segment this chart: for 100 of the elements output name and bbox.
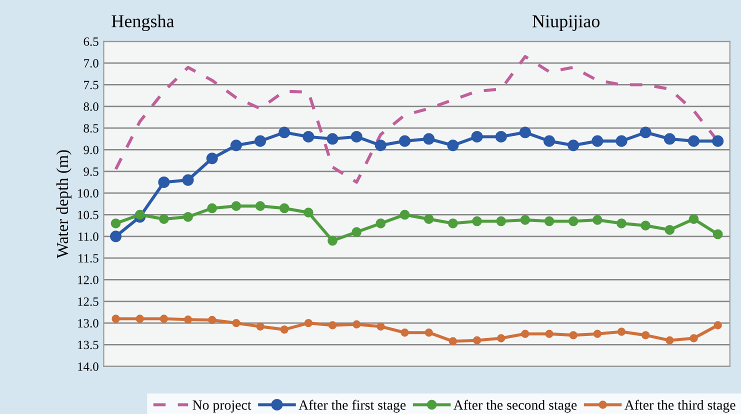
point bbox=[448, 218, 458, 228]
y-tick-label: 8.5 bbox=[84, 124, 98, 133]
y-tick-label: 12.5 bbox=[78, 297, 98, 306]
point bbox=[182, 174, 194, 186]
point bbox=[374, 140, 386, 152]
point bbox=[110, 230, 122, 242]
y-tick-label: 11.0 bbox=[78, 232, 98, 241]
y-tick-label: 9.0 bbox=[84, 146, 98, 154]
point bbox=[207, 203, 218, 214]
text: Hengsha bbox=[112, 14, 174, 32]
point bbox=[256, 322, 264, 331]
y-tick-label: 10.5 bbox=[78, 210, 98, 220]
point bbox=[569, 331, 578, 340]
legend-label: After the third stage bbox=[624, 400, 736, 413]
point bbox=[616, 218, 626, 228]
point bbox=[208, 316, 216, 324]
point bbox=[666, 336, 674, 344]
point bbox=[400, 328, 409, 337]
point bbox=[160, 314, 168, 323]
point bbox=[232, 318, 240, 328]
point bbox=[424, 328, 433, 337]
point bbox=[423, 133, 435, 145]
point bbox=[617, 328, 626, 336]
y-tick-label: 7.0 bbox=[84, 59, 98, 68]
point bbox=[376, 322, 385, 331]
point bbox=[352, 320, 361, 328]
point bbox=[712, 135, 724, 147]
point bbox=[352, 227, 362, 237]
y-tick-label: 7.5 bbox=[84, 80, 98, 90]
point bbox=[183, 212, 193, 222]
point bbox=[521, 330, 530, 338]
point bbox=[712, 229, 723, 240]
point bbox=[255, 201, 266, 211]
y-tick-label: 6.5 bbox=[84, 37, 98, 46]
point bbox=[714, 321, 722, 330]
point bbox=[497, 334, 506, 342]
point bbox=[399, 135, 411, 147]
point bbox=[134, 210, 145, 220]
point bbox=[136, 314, 144, 323]
point bbox=[110, 218, 121, 228]
point bbox=[688, 135, 700, 147]
point bbox=[688, 214, 699, 224]
point bbox=[304, 208, 314, 218]
point bbox=[592, 135, 604, 147]
point bbox=[280, 325, 288, 334]
point bbox=[254, 135, 266, 147]
point bbox=[520, 214, 530, 225]
point bbox=[448, 337, 458, 346]
point bbox=[568, 140, 580, 152]
point bbox=[424, 214, 434, 224]
point bbox=[400, 210, 410, 220]
point bbox=[278, 126, 290, 138]
point bbox=[471, 130, 483, 142]
point bbox=[279, 203, 290, 214]
y-tick-label: 13.0 bbox=[78, 319, 98, 328]
point bbox=[568, 216, 578, 226]
point bbox=[350, 130, 362, 142]
point bbox=[495, 130, 507, 142]
point bbox=[302, 130, 314, 142]
legend-label: After the first stage bbox=[298, 400, 406, 413]
point bbox=[206, 152, 218, 164]
legend-label: No project bbox=[192, 400, 252, 413]
point bbox=[640, 220, 651, 230]
y-tick-label: 11.5 bbox=[78, 254, 98, 263]
point bbox=[159, 214, 169, 224]
point bbox=[544, 135, 556, 147]
point bbox=[640, 126, 652, 138]
point bbox=[544, 216, 554, 226]
point bbox=[642, 331, 650, 340]
y-tick-label: 9.5 bbox=[84, 167, 98, 176]
point bbox=[231, 201, 242, 211]
point bbox=[304, 318, 313, 328]
point bbox=[545, 330, 554, 338]
point bbox=[472, 336, 482, 344]
point bbox=[328, 321, 337, 330]
y-tick-label: 8.0 bbox=[84, 102, 98, 111]
y-tick-label: 10.0 bbox=[78, 189, 98, 198]
point bbox=[472, 216, 482, 226]
point bbox=[592, 214, 602, 225]
point bbox=[664, 224, 675, 235]
point bbox=[496, 216, 506, 226]
y-axis-title: Water depth (m) bbox=[56, 150, 72, 258]
point bbox=[593, 330, 602, 338]
point bbox=[326, 133, 338, 145]
point bbox=[519, 126, 531, 138]
point bbox=[690, 334, 698, 342]
point bbox=[376, 218, 386, 228]
y-tick-label: 12.0 bbox=[78, 276, 98, 284]
point bbox=[184, 315, 192, 324]
point bbox=[664, 133, 676, 145]
point bbox=[230, 140, 242, 152]
y-tick-label: 14.0 bbox=[78, 362, 98, 371]
legend-label: After the second stage bbox=[453, 400, 577, 413]
point bbox=[447, 140, 459, 152]
y-tick-label: 13.5 bbox=[78, 340, 98, 350]
point bbox=[112, 314, 120, 323]
text: Niupijiao bbox=[532, 15, 600, 32]
point bbox=[616, 135, 628, 147]
point bbox=[158, 176, 170, 188]
point bbox=[328, 236, 338, 246]
